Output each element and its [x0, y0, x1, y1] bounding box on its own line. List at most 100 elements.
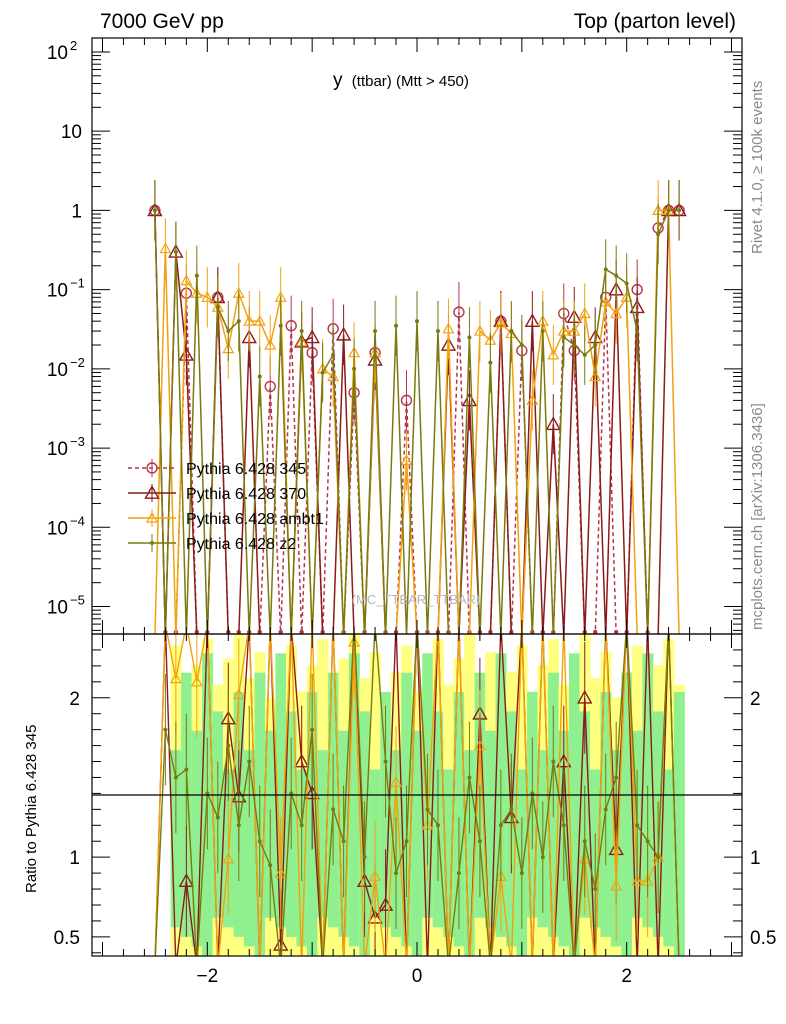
ratio-line-ambt1 [154, 634, 680, 956]
data-point-z2 [624, 281, 629, 286]
data-point-z2 [331, 352, 336, 357]
y-tick-label: 10 [47, 598, 68, 619]
ratio-point-z2 [310, 727, 315, 732]
ratio-point-z2 [215, 815, 220, 820]
ratio-point-z2 [268, 863, 273, 868]
ratio-point-z2 [341, 839, 346, 844]
legend-marker-p370 [144, 485, 160, 499]
data-point-ambt1 [473, 324, 486, 336]
ratio-tick-label-right: 2 [750, 689, 761, 710]
ratio-tick-label-left: 0.5 [54, 928, 80, 949]
legend-marker-ambt1 [145, 511, 159, 523]
data-point-p370 [524, 313, 541, 328]
ratio-point-p370 [178, 873, 195, 887]
data-point-z2 [677, 208, 682, 213]
data-point-ambt1 [264, 338, 277, 350]
ratio-point-z2 [394, 871, 399, 876]
data-point-ambt1 [610, 307, 623, 319]
data-point-z2 [299, 329, 304, 334]
x-tick-label: 0 [412, 966, 423, 987]
data-point-p370 [304, 329, 320, 344]
band-inner [317, 750, 329, 918]
data-point-z2 [467, 335, 472, 340]
ratio-point-z2 [404, 839, 409, 844]
floor-point [593, 629, 598, 634]
ratio-point-z2 [551, 759, 556, 764]
ratio-point-ambt1 [232, 688, 245, 700]
ratio-point-ambt1 [274, 866, 287, 878]
ratio-point-z2 [498, 823, 503, 828]
data-point-p345 [453, 306, 465, 318]
data-point-z2 [603, 267, 608, 272]
y-tick-label: 10 [47, 518, 68, 539]
y-tick-label: 10 [47, 360, 68, 381]
ratio-point-z2 [331, 807, 336, 812]
floor-point [278, 629, 283, 634]
ratio-point-z2 [163, 727, 168, 732]
ratio-line-p370 [154, 634, 680, 956]
data-point-z2 [593, 343, 598, 348]
data-point-z2 [226, 329, 231, 334]
ratio-point-z2 [593, 887, 598, 892]
legend-marker-z2 [150, 541, 154, 545]
y-tick-label: 10 [61, 122, 82, 143]
data-point-ambt1 [589, 370, 602, 382]
ratio-y-axis-label: Ratio to Pythia 6.428 345 [23, 725, 40, 893]
ratio-tick-label-right: 0.5 [750, 928, 776, 949]
data-point-ambt1 [159, 242, 172, 254]
plot-title-sub: (ttbar) (Mtt > 450) [352, 73, 469, 90]
ratio-point-ambt1 [348, 635, 361, 647]
floor-point [299, 629, 304, 634]
ratio-point-z2 [425, 807, 430, 812]
main-series-group [147, 180, 687, 634]
series-line-z2 [154, 209, 680, 634]
data-point-ambt1 [578, 307, 591, 319]
data-point-z2 [582, 352, 587, 357]
data-point-z2 [635, 329, 640, 334]
data-point-p345 [285, 320, 297, 332]
floor-point [613, 629, 619, 634]
ratio-point-z2 [383, 759, 388, 764]
ratio-point-z2 [614, 775, 619, 780]
band-inner [673, 692, 685, 956]
header-left: 7000 GeV pp [100, 10, 224, 33]
y-tick-label: 10 [47, 281, 68, 302]
ratio-point-z2 [540, 855, 545, 860]
ratio-point-p370 [556, 753, 572, 768]
ratio-tick-label-left: 1 [69, 848, 80, 869]
y-tick-label: 10 [47, 43, 68, 64]
plot-title-main: y [333, 70, 343, 91]
ratio-point-ambt1 [473, 739, 486, 751]
ratio-point-z2 [635, 823, 640, 828]
band-inner [411, 730, 423, 956]
side-label-bottom: mcplots.cern.ch [arXiv:1306.3436] [749, 403, 766, 630]
ratio-point-z2 [173, 775, 178, 780]
band-inner [464, 750, 476, 956]
ratio-point-ambt1 [190, 675, 203, 687]
ratio-point-z2 [561, 823, 566, 828]
series-line-p370 [154, 209, 680, 634]
ratio-point-z2 [519, 871, 524, 876]
data-point-z2 [373, 329, 378, 334]
band-inner [663, 769, 675, 947]
legend-label-z2: Pythia 6.428 z2 [186, 536, 296, 553]
data-point-ambt1 [547, 348, 560, 360]
legend-label-p370: Pythia 6.428 370 [186, 486, 306, 503]
header-right: Top (parton level) [574, 10, 736, 33]
data-point-z2 [614, 273, 619, 278]
ratio-point-ambt1 [369, 870, 382, 881]
y-tick-exponent: −1 [70, 276, 85, 291]
data-point-z2 [320, 370, 325, 375]
ratio-point-p370 [293, 753, 310, 768]
data-point-z2 [415, 319, 419, 324]
data-point-p370 [545, 416, 561, 431]
data-point-ambt1 [442, 322, 455, 334]
side-label-top: Rivet 4.1.0, ≥ 100k events [749, 81, 766, 254]
series-line-p345 [154, 209, 680, 634]
data-point-p345 [400, 394, 413, 407]
data-point-z2 [194, 273, 199, 278]
ratio-point-z2 [299, 823, 304, 828]
data-point-z2 [173, 249, 178, 254]
